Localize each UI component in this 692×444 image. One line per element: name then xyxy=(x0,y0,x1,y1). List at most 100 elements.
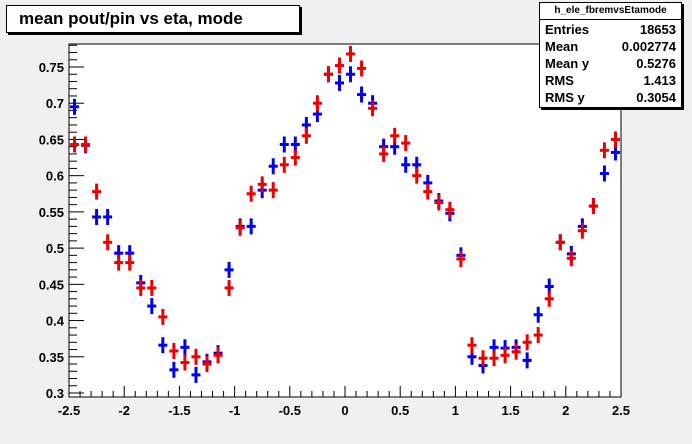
data-point xyxy=(533,327,543,344)
data-point xyxy=(555,234,565,251)
stats-row-mean: Mean 0.002774 xyxy=(540,39,681,56)
stats-value: 0.002774 xyxy=(621,39,676,54)
stats-label: RMS y xyxy=(545,90,585,105)
data-point xyxy=(147,279,157,296)
data-point xyxy=(434,194,444,211)
x-tick-label: -1.5 xyxy=(168,403,190,418)
data-point xyxy=(103,234,113,251)
data-point xyxy=(610,131,620,148)
x-tick-label: 0.5 xyxy=(391,403,409,418)
y-tick-label: 0.4 xyxy=(46,314,65,329)
data-point xyxy=(268,182,278,199)
data-point xyxy=(224,261,234,278)
data-point xyxy=(401,135,411,152)
data-point xyxy=(423,183,433,200)
data-point xyxy=(279,136,289,153)
x-tick-label: 1 xyxy=(452,403,459,418)
stats-label: RMS xyxy=(545,73,574,88)
data-point xyxy=(202,356,212,373)
stats-row-rms-y: RMS y 0.3054 xyxy=(540,90,681,107)
data-point xyxy=(224,279,234,296)
data-point xyxy=(599,142,609,159)
data-point xyxy=(191,366,201,383)
data-point xyxy=(70,136,80,153)
data-point xyxy=(544,290,554,307)
data-point xyxy=(147,298,157,315)
data-point xyxy=(357,86,367,103)
data-point xyxy=(246,218,256,235)
data-point xyxy=(257,176,267,193)
y-tick-label: 0.3 xyxy=(46,386,64,401)
stats-row-rms: RMS 1.413 xyxy=(540,73,681,90)
data-point xyxy=(213,347,223,364)
data-point xyxy=(312,95,322,112)
data-point xyxy=(577,222,587,239)
y-tick-label: 0.65 xyxy=(39,132,64,147)
data-point xyxy=(500,347,510,364)
stats-label: Entries xyxy=(545,22,590,37)
data-series xyxy=(70,45,620,373)
y-tick-label: 0.45 xyxy=(39,277,64,292)
plot-frame xyxy=(68,43,622,398)
x-tick-label: -0.5 xyxy=(279,403,301,418)
y-tick-label: 0.6 xyxy=(46,169,64,184)
stats-label: Mean xyxy=(545,39,579,54)
y-tick-label: 0.75 xyxy=(39,60,64,75)
data-point xyxy=(81,136,91,153)
data-point xyxy=(478,350,488,367)
data-point xyxy=(191,348,201,365)
x-tick-label: 2.5 xyxy=(612,403,630,418)
data-point xyxy=(114,254,124,271)
data-point xyxy=(158,308,168,325)
y-tick-label: 0.35 xyxy=(39,350,64,365)
stats-value: 0.5276 xyxy=(636,56,676,71)
data-marks xyxy=(70,45,620,383)
data-point xyxy=(235,219,245,236)
stats-row-entries: Entries 18653 xyxy=(540,22,681,39)
data-point xyxy=(401,156,411,173)
data-point xyxy=(268,158,278,175)
data-point xyxy=(566,250,576,267)
data-point xyxy=(390,127,400,144)
data-point xyxy=(346,45,356,62)
x-tick-label: 0 xyxy=(341,403,348,418)
data-point xyxy=(467,337,477,354)
data-point xyxy=(180,354,190,371)
data-point xyxy=(180,339,190,356)
data-point xyxy=(92,208,102,225)
data-point xyxy=(290,149,300,166)
x-tick-label: -2.5 xyxy=(58,403,80,418)
stats-histogram-name: h_ele_fbremvsEtamode xyxy=(540,3,681,20)
data-point xyxy=(522,352,532,369)
data-point xyxy=(445,201,455,218)
data-point xyxy=(346,66,356,83)
data-point xyxy=(92,183,102,200)
data-point xyxy=(169,361,179,378)
x-tick-label: 2 xyxy=(562,403,569,418)
data-point xyxy=(158,337,168,354)
y-tick-label: 0.5 xyxy=(46,241,64,256)
data-point xyxy=(511,343,521,360)
y-tick-label: 0.7 xyxy=(46,96,64,111)
data-point xyxy=(456,250,466,267)
x-tick-label: -1 xyxy=(229,403,241,418)
data-point xyxy=(279,156,289,173)
chart-title: mean pout/pin vs eta, mode xyxy=(19,9,243,28)
title-box: mean pout/pin vs eta, mode xyxy=(6,5,300,33)
data-point xyxy=(70,98,80,115)
data-point xyxy=(246,185,256,202)
x-tick-label: 1.5 xyxy=(502,403,520,418)
stats-label: Mean y xyxy=(545,56,590,71)
data-point xyxy=(357,60,367,77)
stats-value: 18653 xyxy=(639,22,676,37)
data-point xyxy=(301,127,311,144)
data-point xyxy=(599,165,609,182)
data-point xyxy=(334,57,344,74)
data-point xyxy=(323,66,333,83)
y-tick-label: 0.55 xyxy=(39,205,64,220)
data-point xyxy=(522,334,532,351)
data-point xyxy=(412,167,422,184)
stats-row-mean-y: Mean y 0.5276 xyxy=(540,56,681,73)
data-point xyxy=(125,254,135,271)
axes: -2.5 -2 -1.5 -1 -0.5 0 0.5 1 1.5 2 2.5 0.3 0.35 0.4 0.… xyxy=(39,44,630,418)
